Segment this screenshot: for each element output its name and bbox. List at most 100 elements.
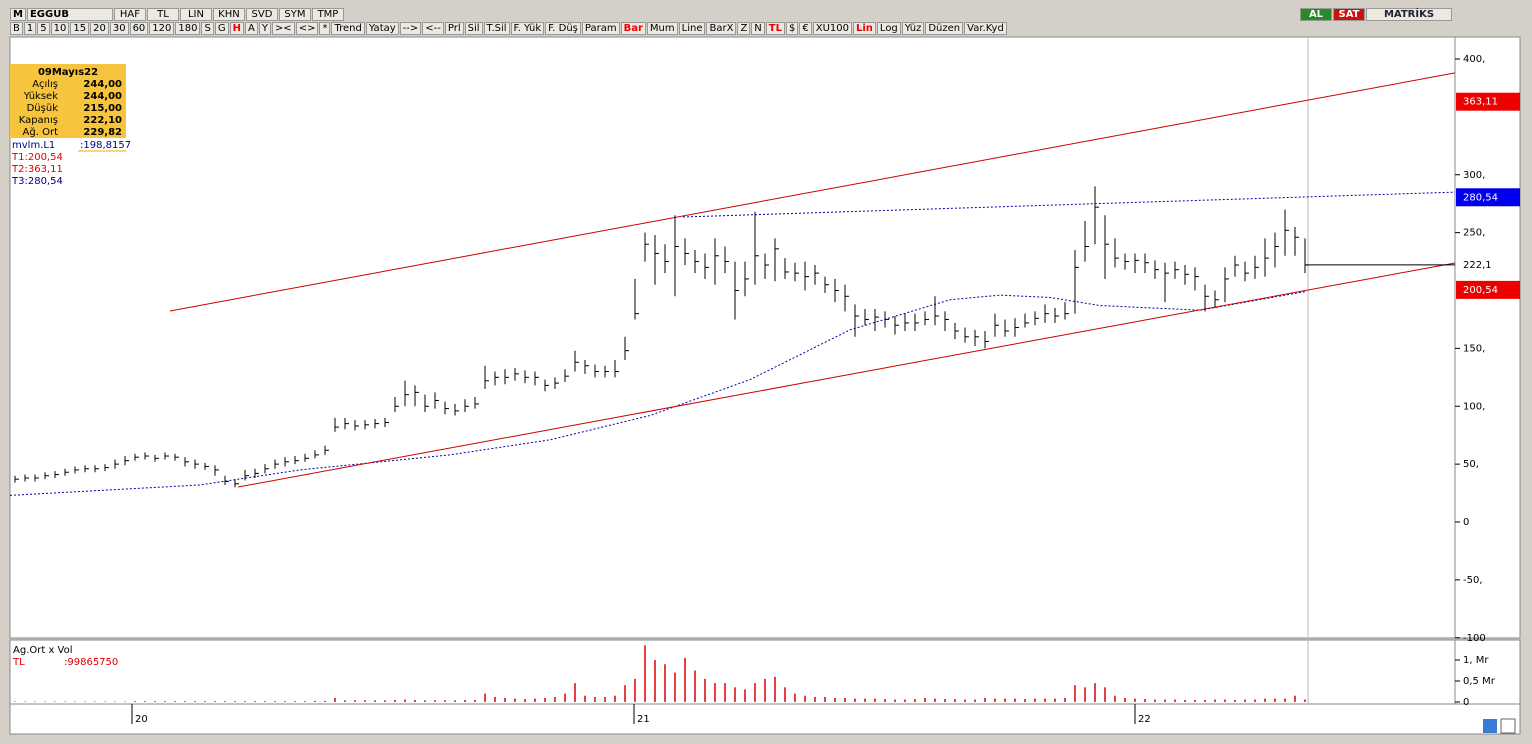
toolbar-button[interactable]: MATRİKS bbox=[1366, 8, 1452, 21]
volume-title: Ag.Ort x Vol bbox=[13, 645, 73, 656]
trendline bbox=[682, 191, 1456, 218]
toolbar-button[interactable]: 1 bbox=[23, 22, 37, 35]
toolbar-button[interactable]: G bbox=[214, 22, 229, 35]
toolbar-button[interactable]: Prl bbox=[444, 22, 464, 35]
info-box bbox=[10, 64, 126, 138]
toolbar-button[interactable]: Bar bbox=[620, 22, 646, 35]
price-panel bbox=[9, 36, 1456, 639]
toolbar-button[interactable]: HAF bbox=[113, 8, 146, 21]
v-tick-label: 0 bbox=[1463, 697, 1469, 708]
toolbar-button[interactable]: A bbox=[244, 22, 258, 35]
toolbar-button[interactable]: * bbox=[319, 22, 331, 35]
toolbar-button[interactable]: SAT bbox=[1333, 8, 1365, 21]
info-value: 229,82 bbox=[83, 127, 122, 138]
toolbar-button[interactable]: Var.Kyd bbox=[964, 22, 1007, 35]
toolbar-button[interactable]: € bbox=[799, 22, 812, 35]
y-tick-label: 0 bbox=[1463, 517, 1469, 528]
toolbar-button[interactable]: Yatay bbox=[365, 22, 399, 35]
y-tick-label: -100 bbox=[1463, 633, 1486, 644]
toolbar-button[interactable]: TMP bbox=[311, 8, 344, 21]
toolbar-button[interactable]: 180 bbox=[175, 22, 201, 35]
time-axis bbox=[9, 703, 1521, 735]
toolbar-button[interactable]: B bbox=[10, 22, 23, 35]
toolbar-button[interactable]: >< bbox=[271, 22, 295, 35]
toolbar-button[interactable]: 120 bbox=[149, 22, 175, 35]
trendline bbox=[169, 72, 1456, 312]
sync-icon[interactable] bbox=[1483, 719, 1497, 733]
y-tick-label: 50, bbox=[1463, 459, 1479, 470]
info-value: 215,00 bbox=[83, 103, 122, 114]
info-label: Düşük bbox=[27, 103, 59, 114]
toolbar-top: M EGGUB HAF TL LIN KHN SVD SYM TMP bbox=[10, 8, 345, 21]
y-tick-label: 100, bbox=[1463, 401, 1485, 412]
toolbar-button[interactable]: <-- bbox=[422, 22, 444, 35]
toolbar-button[interactable]: Düzen bbox=[925, 22, 964, 35]
toolbar-button[interactable]: H bbox=[229, 22, 244, 35]
toolbar-button[interactable]: Y bbox=[258, 22, 271, 35]
price-marker bbox=[1456, 188, 1520, 207]
info-value: 244,00 bbox=[83, 91, 122, 102]
toolbar-button[interactable]: N bbox=[751, 22, 765, 35]
target: T3:280,54 bbox=[11, 176, 63, 187]
y-tick-label: 300, bbox=[1463, 170, 1485, 181]
toolbar-button[interactable]: Line bbox=[678, 22, 706, 35]
toolbar-button[interactable]: XU100 bbox=[812, 22, 852, 35]
info-label: Kapanış bbox=[19, 115, 58, 126]
toolbar-button[interactable]: S bbox=[201, 22, 214, 35]
volume-axis bbox=[1454, 639, 1521, 705]
toolbar-button[interactable]: SYM bbox=[278, 8, 311, 21]
info-value: 244,00 bbox=[83, 79, 122, 90]
logo: M bbox=[10, 8, 26, 21]
toolbar-button[interactable]: --> bbox=[399, 22, 422, 35]
x-tick-label: 21 bbox=[637, 714, 650, 725]
indicator-value: :198,8157 bbox=[80, 140, 131, 151]
toolbar-button[interactable]: TL bbox=[765, 22, 785, 35]
toolbar-button[interactable]: $ bbox=[785, 22, 799, 35]
toolbar-button[interactable]: F. Yük bbox=[510, 22, 545, 35]
info-value: 222,10 bbox=[83, 115, 122, 126]
price-marker bbox=[1456, 92, 1520, 111]
toolbar-button[interactable]: Sil bbox=[464, 22, 483, 35]
toolbar-button[interactable]: BarX bbox=[706, 22, 737, 35]
toolbar-button[interactable]: 10 bbox=[50, 22, 70, 35]
toolbar-bottom: B 1 5 10 15 20 30 60 120 180 S G H A Y >< <> * Trend Yatay -… bbox=[10, 22, 1008, 35]
toolbar-button[interactable]: SVD bbox=[245, 8, 278, 21]
v-tick-label: 0,5 Mr bbox=[1463, 676, 1496, 687]
toolbar-button[interactable]: AL bbox=[1300, 8, 1332, 21]
y-tick-label: 400, bbox=[1463, 54, 1485, 65]
trendline bbox=[237, 262, 1456, 488]
toolbar-button[interactable]: F. Düş bbox=[545, 22, 581, 35]
indicator-name: mvlm.L1 bbox=[12, 140, 55, 151]
toolbar-button[interactable]: TL bbox=[146, 8, 179, 21]
price-marker-label: 363,11 bbox=[1463, 97, 1498, 108]
info-date: 09Mayıs22 bbox=[38, 67, 98, 78]
toolbar-button[interactable]: 5 bbox=[37, 22, 50, 35]
toolbar-button[interactable]: <> bbox=[295, 22, 319, 35]
info-label: Ağ. Ort bbox=[23, 126, 59, 138]
toolbar-button[interactable]: Mum bbox=[646, 22, 678, 35]
symbol[interactable]: EGGUB bbox=[26, 8, 113, 21]
toolbar-button[interactable]: LIN bbox=[179, 8, 212, 21]
toolbar-button[interactable]: Log bbox=[876, 22, 901, 35]
toolbar-button[interactable]: Trend bbox=[331, 22, 365, 35]
y-tick-label: 250, bbox=[1463, 228, 1485, 239]
toolbar-button[interactable]: KHN bbox=[212, 8, 245, 21]
toolbar-button[interactable]: 60 bbox=[129, 22, 149, 35]
toolbar-button[interactable]: 30 bbox=[109, 22, 129, 35]
moving-average bbox=[9, 291, 1306, 496]
toolbar-button[interactable]: Yüz bbox=[901, 22, 925, 35]
toolbar-button[interactable]: 20 bbox=[90, 22, 109, 35]
toolbar-button[interactable]: Lin bbox=[853, 22, 876, 35]
price-marker-label: 280,54 bbox=[1463, 192, 1498, 203]
toolbar-button[interactable]: 15 bbox=[70, 22, 90, 35]
target: T1:200,54 bbox=[11, 152, 63, 163]
settings-icon[interactable] bbox=[1500, 718, 1516, 734]
toolbar-button[interactable]: Param bbox=[581, 22, 620, 35]
toolbar-button[interactable]: Z bbox=[737, 22, 751, 35]
toolbar-button[interactable]: T.Sil bbox=[483, 22, 510, 35]
price-marker bbox=[1456, 280, 1520, 299]
y-tick-label: -50, bbox=[1463, 575, 1483, 586]
toolbar-right: AL SAT MATRİKS bbox=[1300, 8, 1453, 21]
